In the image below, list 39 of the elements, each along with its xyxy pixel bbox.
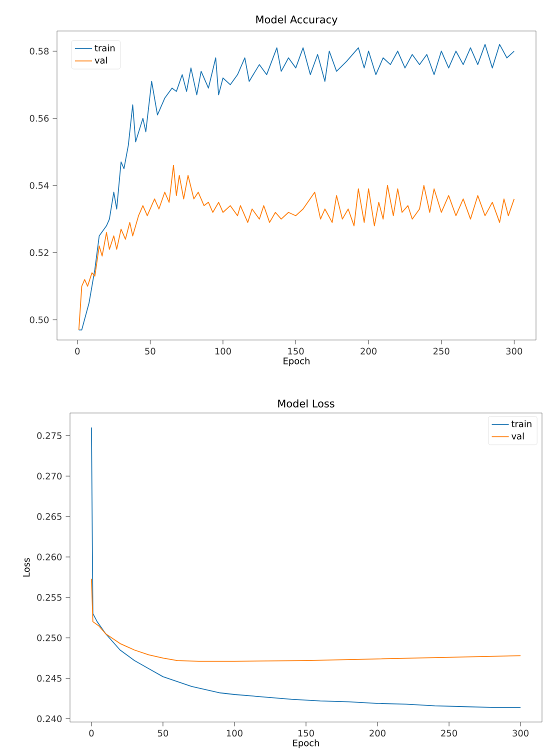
x-tick-label: 100 [226,730,242,737]
legend-label: train [94,44,115,52]
line-series [91,578,521,662]
y-tick-label: 0.56 [30,114,49,122]
x-tick-label: 150 [298,730,314,737]
line-series [78,164,515,330]
y-tick-label: 0.250 [37,634,62,642]
x-tick-label: 250 [433,348,450,355]
y-axis-title: Loss [23,558,30,576]
x-tick-label: 300 [506,348,522,355]
x-tick-label: 150 [288,348,304,355]
chart-title: Model Accuracy [256,15,338,26]
x-tick-label: 200 [360,348,377,355]
y-tick-label: 0.52 [30,249,48,256]
y-tick-label: 0.58 [30,48,49,55]
chart-title: Model Loss [278,399,334,408]
y-tick-label: 0.255 [37,594,62,601]
y-tick-label: 0.54 [30,182,49,189]
legend-label: val [94,56,107,64]
x-tick-label: 50 [145,348,156,355]
legend-label: val [512,432,524,440]
y-tick-label: 0.260 [37,554,62,560]
x-tick-label: 200 [370,730,386,737]
x-tick-label: 0 [75,348,80,355]
x-tick-label: 100 [215,348,231,355]
y-tick-label: 0.265 [37,513,62,520]
x-tick-label: 250 [441,730,457,737]
x-tick-label: 50 [158,730,168,737]
y-tick-label: 0.50 [30,316,49,324]
x-tick-label: 0 [89,730,94,737]
line-series [78,44,515,330]
y-tick-label: 0.275 [37,432,62,440]
legend-label: train [511,420,532,428]
x-axis-title: Epoch [293,739,319,748]
x-axis-title: Epoch [284,357,310,366]
y-tick-label: 0.245 [37,674,62,682]
y-tick-label: 0.240 [37,715,62,722]
y-tick-label: 0.270 [37,472,62,480]
x-tick-label: 300 [512,730,529,737]
